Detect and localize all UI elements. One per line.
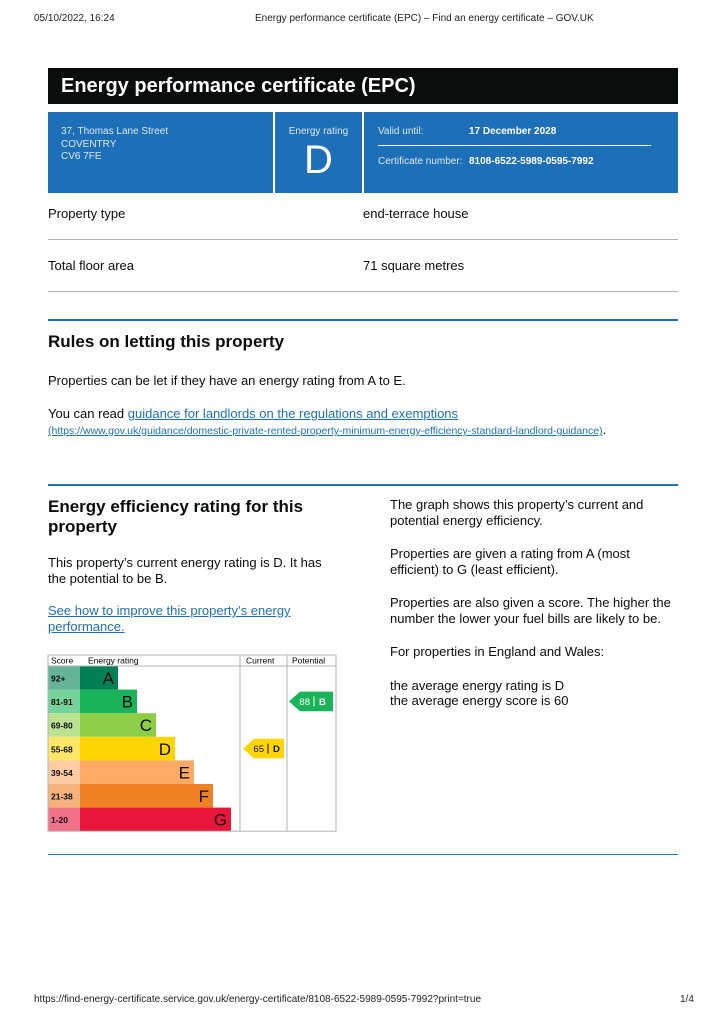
band-letter: C bbox=[140, 716, 152, 735]
guidance-link[interactable]: guidance for landlords on the regulation… bbox=[127, 406, 459, 421]
column-header: Potential bbox=[292, 656, 325, 666]
band-bar bbox=[80, 666, 118, 690]
band-letter: E bbox=[179, 763, 190, 782]
paragraph: This property’s current energy rating is… bbox=[48, 555, 322, 586]
address-line: COVENTRY bbox=[61, 138, 117, 150]
potential-band: B bbox=[319, 697, 326, 708]
band-score: 55-68 bbox=[51, 744, 73, 754]
divider bbox=[273, 112, 275, 193]
band-bar bbox=[80, 713, 156, 737]
band-bar bbox=[80, 807, 231, 832]
paragraph: Properties are given a rating from A (mo… bbox=[390, 546, 630, 577]
text: . bbox=[602, 422, 607, 437]
paragraph: The graph shows this property’s current … bbox=[390, 497, 644, 528]
valid-until: 17 December 2028 bbox=[469, 126, 557, 137]
address-line: 37, Thomas Lane Street bbox=[61, 126, 169, 137]
improve-link[interactable]: See how to improve this property’s energ… bbox=[48, 603, 291, 634]
property-label: Total floor area bbox=[48, 258, 134, 273]
section-rule bbox=[48, 319, 678, 321]
average-rating: the average energy rating is D bbox=[390, 678, 565, 693]
band-score: 69-80 bbox=[51, 721, 73, 731]
band-letter: D bbox=[159, 740, 171, 759]
potential-score: 88 bbox=[299, 697, 310, 708]
band-bar bbox=[80, 784, 213, 808]
footer-url: https://find-energy-certificate.service.… bbox=[34, 994, 482, 1005]
summary-box: 37, Thomas Lane Street COVENTRY CV6 7FE … bbox=[48, 112, 678, 193]
column-header: Score bbox=[51, 656, 73, 666]
band-score: 92+ bbox=[51, 674, 65, 684]
column-header: Energy rating bbox=[88, 656, 139, 666]
band-score: 81-91 bbox=[51, 697, 73, 707]
current-band: D bbox=[273, 744, 280, 755]
row-rule bbox=[48, 239, 678, 240]
divider bbox=[362, 112, 364, 193]
address: 37, Thomas Lane Street COVENTRY CV6 7FE bbox=[61, 126, 168, 164]
band-score: 21-38 bbox=[51, 792, 73, 802]
section-rule bbox=[48, 484, 678, 486]
score-cell bbox=[48, 807, 80, 832]
score-cell bbox=[48, 689, 80, 714]
band-letter: B bbox=[122, 693, 133, 712]
potential-arrow bbox=[289, 691, 333, 712]
page-number: 1/4 bbox=[680, 994, 694, 1005]
section-heading: Energy efficiency rating for this proper… bbox=[48, 497, 304, 536]
chart-frame bbox=[47, 654, 337, 832]
certificate-number-label: Certificate number: bbox=[378, 156, 463, 167]
band-letter: F bbox=[199, 787, 209, 806]
band-score: 1-20 bbox=[51, 815, 68, 825]
valid-until-label: Valid until: bbox=[378, 126, 424, 137]
score-cell bbox=[48, 760, 80, 784]
band-letter: G bbox=[214, 811, 227, 830]
column-header: Current bbox=[246, 656, 275, 666]
score-cell bbox=[48, 736, 80, 761]
property-label: Property type bbox=[48, 206, 126, 221]
score-cell bbox=[48, 666, 80, 690]
paragraph: For properties in England and Wales: bbox=[390, 644, 605, 659]
paragraph: See how to improve this property’s energ… bbox=[48, 603, 318, 635]
row-rule bbox=[48, 291, 678, 292]
rating-label: Energy rating bbox=[288, 126, 349, 137]
header-title: Energy performance certificate (EPC) bbox=[61, 75, 416, 97]
text: You can read bbox=[48, 406, 128, 421]
band-letter: A bbox=[103, 669, 115, 688]
divider bbox=[378, 145, 651, 146]
rating: D bbox=[304, 138, 333, 182]
address-line: CV6 7FE bbox=[61, 151, 102, 162]
guidance-url[interactable]: (https://www.gov.uk/guidance/domestic-pr… bbox=[48, 425, 603, 437]
band-score: 39-54 bbox=[51, 768, 73, 778]
band-bar bbox=[80, 760, 194, 784]
score-cell bbox=[48, 784, 80, 808]
print-title: Energy performance certificate (EPC) – F… bbox=[255, 13, 594, 24]
paragraph: You can read guidance for landlords on t… bbox=[48, 406, 648, 439]
band-bar bbox=[80, 689, 137, 714]
header-bar: Energy performance certificate (EPC) bbox=[48, 68, 678, 104]
section-rule bbox=[48, 854, 678, 855]
band-bar bbox=[80, 736, 175, 761]
property-value: end-terrace house bbox=[363, 206, 469, 221]
paragraph: Properties can be let if they have an en… bbox=[48, 373, 406, 388]
property-value: 71 square metres bbox=[363, 258, 465, 273]
print-datetime: 05/10/2022, 16:24 bbox=[34, 13, 115, 24]
current-score: 65 bbox=[253, 744, 264, 755]
paragraph: Properties are also given a score. The h… bbox=[390, 595, 671, 626]
current-arrow bbox=[243, 738, 284, 759]
epc-chart: Score Energy rating Current Potential 92+ A 81… bbox=[47, 654, 337, 832]
section-heading: Rules on letting this property bbox=[48, 332, 285, 351]
average-score: the average energy score is 60 bbox=[390, 693, 569, 708]
certificate-number: 8108-6522-5989-0595-7992 bbox=[469, 156, 594, 167]
score-cell bbox=[48, 713, 80, 737]
